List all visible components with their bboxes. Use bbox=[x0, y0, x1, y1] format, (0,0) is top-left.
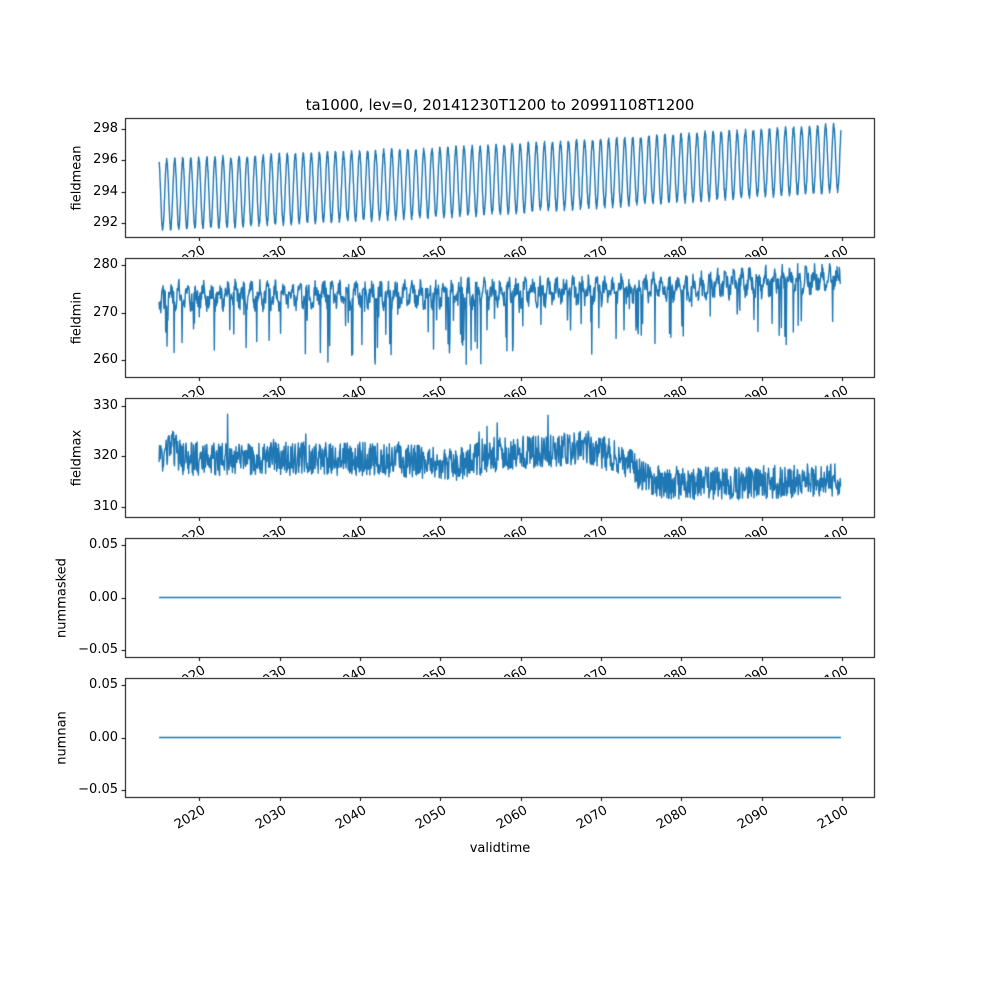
y-tick-label: 310 bbox=[93, 498, 118, 514]
y-tick-label: 0.05 bbox=[89, 537, 118, 553]
x-tick-label: 2080 bbox=[654, 523, 690, 537]
subplot-fieldmin bbox=[125, 258, 875, 377]
x-tick-label: 2020 bbox=[172, 243, 208, 257]
x-tick-label: 2080 bbox=[654, 383, 690, 397]
y-tick-label: 296 bbox=[93, 152, 118, 168]
x-tick-label: 2060 bbox=[494, 383, 530, 397]
x-tick-label: 2050 bbox=[413, 243, 449, 257]
subplot-nummasked bbox=[125, 538, 875, 657]
x-tick-label: 2020 bbox=[172, 803, 209, 833]
x-tick-label: 2050 bbox=[413, 803, 450, 833]
x-tick-label: 2080 bbox=[654, 803, 691, 833]
y-tick-label: 330 bbox=[93, 397, 118, 413]
y-tick-label: 298 bbox=[93, 120, 118, 136]
x-tick-label: 2020 bbox=[172, 523, 208, 537]
x-tick-label: 2060 bbox=[493, 803, 530, 833]
x-tick-label: 2030 bbox=[253, 523, 289, 537]
y-tick-label: 260 bbox=[93, 352, 118, 368]
x-tick-label: 2040 bbox=[333, 663, 369, 677]
x-tick-label: 2020 bbox=[172, 663, 208, 677]
x-tick-strip: 2020 2030 2040 2050 2060 2070 2080 2090 2100 bbox=[125, 519, 877, 537]
x-tick-strip: 2020 2030 2040 2050 2060 2070 2080 2090 2100 bbox=[125, 659, 877, 677]
y-tick-label: 0.05 bbox=[89, 677, 118, 693]
x-tick-strip: 2020 2030 2040 2050 2060 2070 2080 2090 2100 bbox=[125, 239, 877, 257]
x-tick-label: 2080 bbox=[654, 243, 690, 257]
x-tick-label: 2020 bbox=[172, 383, 208, 397]
subplot-fieldmax bbox=[125, 398, 875, 517]
x-tick-strip: 2020 2030 2040 2050 2060 2070 2080 2090 2100 bbox=[125, 799, 877, 849]
y-tick-label: 294 bbox=[93, 183, 118, 199]
y-tick-label: 280 bbox=[93, 257, 118, 273]
x-tick-label: 2100 bbox=[815, 523, 851, 537]
subplot-fieldmean bbox=[125, 118, 875, 237]
x-tick-label: 2050 bbox=[413, 663, 449, 677]
y-tick-label: 0.00 bbox=[89, 589, 118, 605]
x-tick-label: 2090 bbox=[735, 383, 771, 397]
x-tick-label: 2060 bbox=[494, 523, 530, 537]
y-tick-label: −0.05 bbox=[78, 641, 118, 657]
x-tick-label: 2090 bbox=[735, 243, 771, 257]
x-tick-label: 2090 bbox=[734, 803, 771, 833]
x-tick-label: 2080 bbox=[654, 663, 690, 677]
x-tick-label: 2070 bbox=[574, 523, 610, 537]
y-tick-label: 292 bbox=[93, 214, 118, 230]
x-tick-label: 2070 bbox=[574, 383, 610, 397]
subplot-numnan bbox=[125, 678, 875, 797]
y-tick-label: 320 bbox=[93, 448, 118, 464]
x-tick-label: 2070 bbox=[574, 803, 611, 833]
x-tick-label: 2100 bbox=[815, 383, 851, 397]
x-tick-label: 2040 bbox=[333, 383, 369, 397]
x-tick-label: 2030 bbox=[253, 243, 289, 257]
x-tick-label: 2100 bbox=[815, 803, 852, 833]
x-tick-label: 2060 bbox=[494, 663, 530, 677]
x-tick-label: 2100 bbox=[815, 243, 851, 257]
y-tick-label: 270 bbox=[93, 304, 118, 320]
figure-title: ta1000, lev=0, 20141230T1200 to 20991108… bbox=[305, 96, 695, 114]
x-tick-label: 2100 bbox=[815, 663, 851, 677]
x-tick-label: 2090 bbox=[735, 523, 771, 537]
x-tick-strip: 2020 2030 2040 2050 2060 2070 2080 2090 2100 bbox=[125, 379, 877, 397]
x-tick-label: 2030 bbox=[253, 663, 289, 677]
x-tick-label: 2070 bbox=[574, 243, 610, 257]
x-tick-label: 2040 bbox=[333, 243, 369, 257]
x-tick-label: 2030 bbox=[253, 383, 289, 397]
y-tick-label: −0.05 bbox=[78, 781, 118, 797]
y-tick-label: 0.00 bbox=[89, 729, 118, 745]
x-axis-label: validtime bbox=[469, 841, 531, 856]
x-tick-label: 2050 bbox=[413, 383, 449, 397]
x-tick-label: 2040 bbox=[333, 803, 370, 833]
x-tick-label: 2050 bbox=[413, 523, 449, 537]
x-tick-label: 2090 bbox=[735, 663, 771, 677]
x-tick-label: 2030 bbox=[252, 803, 289, 833]
x-tick-label: 2060 bbox=[494, 243, 530, 257]
x-tick-label: 2070 bbox=[574, 663, 610, 677]
x-tick-label: 2040 bbox=[333, 523, 369, 537]
